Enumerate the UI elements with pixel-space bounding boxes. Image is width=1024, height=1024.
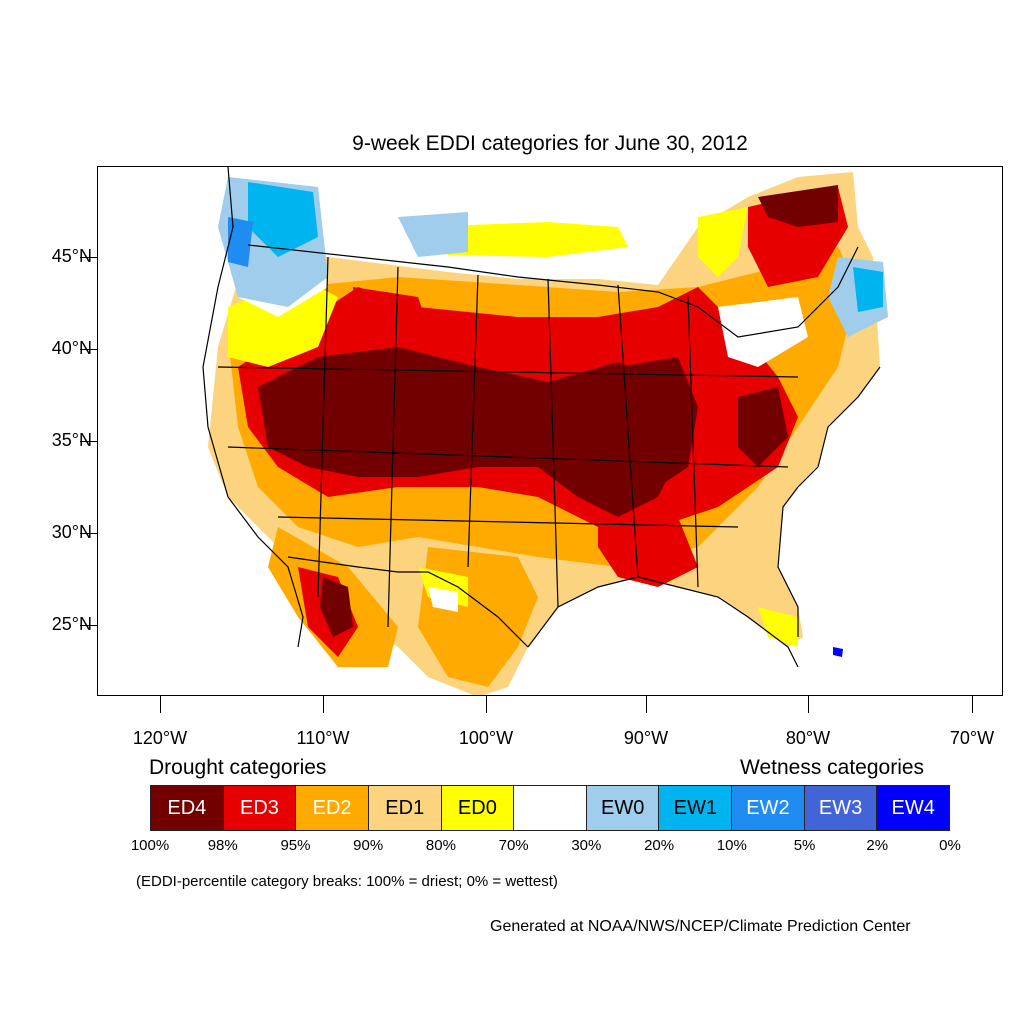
lon-label-90: 90°W [623, 728, 669, 748]
lon-label-100: 100°W [458, 728, 514, 748]
legend-swatch-ew4: EW4 [876, 785, 951, 831]
state-line-9 [277, 516, 739, 528]
map-title: 9-week EDDI categories for June 30, 2012 [352, 132, 748, 155]
lat-tick [80, 257, 97, 258]
lon-label-80: 80°W [785, 728, 831, 748]
us-mexico-border [287, 556, 529, 648]
legend-break-label: 98% [207, 837, 238, 854]
ed3-south [598, 507, 698, 587]
category-footnote: (EDDI-percentile category breaks: 100% =… [136, 873, 558, 890]
lon-label-120: 120°W [132, 728, 188, 748]
legend-break-label: 95% [280, 837, 311, 854]
legend-swatch-ed3: ED3 [222, 785, 297, 831]
lon-tick [646, 696, 647, 713]
legend-break-label: 70% [498, 837, 529, 854]
legend-break-label: 30% [571, 837, 602, 854]
ed0-north [418, 222, 628, 257]
lat-tick [80, 533, 97, 534]
lat-tick [80, 625, 97, 626]
eddi-map [202, 167, 888, 695]
ed4-region [258, 347, 698, 517]
ed3-northwest [353, 287, 428, 342]
state-line-2 [387, 266, 399, 628]
legend-swatch-ed4: ED4 [150, 785, 224, 831]
ed0-northeast [698, 207, 748, 277]
category-legend-bar: ED4 ED3 ED2 ED1 ED0 EW0 EW1 EW2 EW3 EW4 [150, 785, 951, 831]
legend-break-label: 80% [425, 837, 456, 854]
legend-swatch-ed1: ED1 [367, 785, 442, 831]
legend-break-label: 5% [793, 837, 816, 854]
legend-break-label: 100% [130, 837, 170, 854]
drought-legend-title: Drought categories [149, 756, 327, 779]
lat-label-30: 30°N [51, 522, 92, 542]
legend-break-label: 10% [716, 837, 747, 854]
state-line-4 [547, 278, 559, 608]
ed0-florida [758, 607, 798, 647]
lat-label-25: 25°N [51, 614, 92, 634]
ew0-montana [398, 212, 468, 257]
wetness-legend-title: Wetness categories [740, 756, 925, 779]
lon-tick [972, 696, 973, 713]
coastline-west [202, 167, 304, 648]
lat-label-40: 40°N [51, 338, 92, 358]
category-fill-layer [208, 172, 888, 695]
legend-swatch-ew1: EW1 [658, 785, 733, 831]
normal-great-lakes [718, 297, 808, 367]
coastline-east [777, 366, 881, 637]
ed4-midwest [618, 357, 698, 487]
credit-line: Generated at NOAA/NWS/NCEP/Climate Predi… [490, 918, 911, 935]
lat-tick [80, 349, 97, 350]
lon-label-110: 110°W [296, 728, 350, 748]
coastline-gulf [527, 576, 799, 668]
lon-label-70: 70°W [949, 728, 995, 748]
legend-swatch-ew0: EW0 [585, 785, 660, 831]
state-line-7 [217, 366, 799, 378]
lon-tick [323, 696, 324, 713]
legend-break-label: 90% [353, 837, 384, 854]
legend-break-label: 0% [939, 837, 961, 854]
map-frame [97, 166, 1003, 696]
ed4-northeast [758, 185, 838, 227]
legend-swatch-ew2: EW2 [731, 785, 805, 831]
ed4-baja [320, 577, 353, 637]
ew1-northeast [853, 267, 883, 312]
lat-label-35: 35°N [51, 430, 92, 450]
ew4-bahamas [833, 647, 843, 657]
legend-swatch-ed2: ED2 [295, 785, 369, 831]
normal-texas [428, 587, 458, 612]
lon-tick [486, 696, 487, 713]
ew1-northwest [248, 182, 318, 257]
legend-break-label: 20% [644, 837, 675, 854]
boundary-lines [202, 167, 881, 668]
state-line-8 [227, 446, 789, 468]
lon-tick [808, 696, 809, 713]
state-line-6 [687, 296, 699, 588]
ew2-coast [228, 217, 253, 267]
lon-tick [160, 696, 161, 713]
state-line-1 [317, 256, 329, 598]
ed4-ohio [738, 387, 788, 467]
legend-swatch-ed0: ED0 [440, 785, 515, 831]
lat-label-45: 45°N [51, 246, 92, 266]
legend-break-label: 2% [866, 837, 889, 854]
legend-swatch-ew3: EW3 [803, 785, 878, 831]
us-canada-border [247, 244, 859, 338]
state-line-5 [617, 284, 639, 578]
legend-swatch-normal [513, 785, 587, 831]
state-line-3 [467, 274, 479, 568]
lat-tick [80, 441, 97, 442]
